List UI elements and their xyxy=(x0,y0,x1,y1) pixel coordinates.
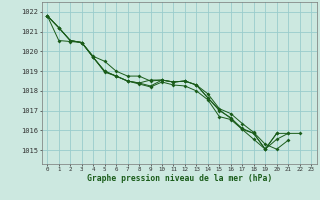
X-axis label: Graphe pression niveau de la mer (hPa): Graphe pression niveau de la mer (hPa) xyxy=(87,174,272,183)
